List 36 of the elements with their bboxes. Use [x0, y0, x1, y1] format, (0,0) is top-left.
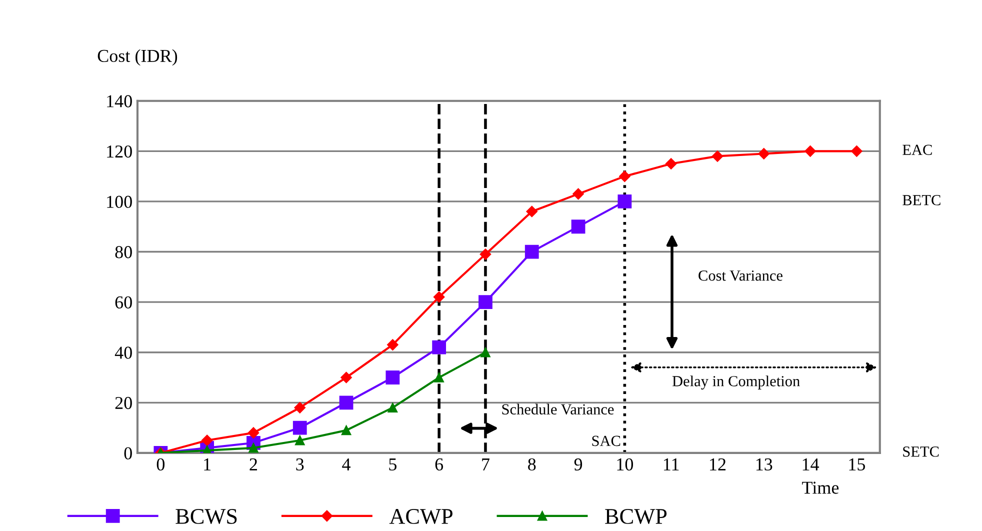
- x-tick-label: 0: [156, 458, 165, 471]
- y-axis-title: Cost (IDR): [98, 49, 178, 66]
- ref-line-label: SAC: [592, 436, 620, 446]
- x-tick-label: 3: [296, 458, 304, 471]
- legend-label: BCWS: [176, 508, 237, 524]
- x-tick-label: 14: [802, 458, 820, 470]
- x-tick-label: 4: [342, 458, 351, 470]
- x-tick-label: 2: [250, 458, 257, 470]
- annotation: Cost Variance: [698, 270, 782, 281]
- text: BETC: [902, 195, 940, 206]
- y-tick-label: 100: [107, 196, 132, 208]
- y-tick-label: 140: [107, 95, 132, 108]
- x-axis-title: Time: [802, 482, 839, 494]
- x-tick-label: 15: [849, 458, 865, 471]
- annotation: Schedule Variance: [502, 404, 614, 415]
- y-tick-label: 0: [124, 447, 132, 460]
- x-tick-label: 8: [528, 458, 536, 471]
- y-tick-label: 80: [115, 246, 132, 258]
- y-tick-label: 40: [114, 346, 132, 359]
- x-tick-label: 10: [617, 458, 634, 471]
- text: SETC: [903, 446, 939, 457]
- x-tick-label: 11: [664, 458, 679, 470]
- legend-label: ACWP: [389, 508, 452, 524]
- x-tick-label: 12: [710, 458, 726, 470]
- x-tick-label: 7: [482, 458, 490, 470]
- y-tick-label: 20: [115, 396, 132, 410]
- x-tick-label: 13: [756, 458, 772, 471]
- legend-label: BCWP: [605, 508, 667, 524]
- x-tick-label: 9: [574, 458, 582, 471]
- text: EAC: [902, 144, 932, 156]
- annotation: Delay in Completion: [672, 376, 800, 390]
- x-tick-label: 6: [435, 458, 444, 471]
- x-tick-label: 1: [204, 458, 211, 470]
- y-tick-label: 120: [107, 145, 132, 158]
- y-tick-label: 60: [115, 296, 132, 309]
- x-tick-label: 5: [389, 458, 396, 471]
